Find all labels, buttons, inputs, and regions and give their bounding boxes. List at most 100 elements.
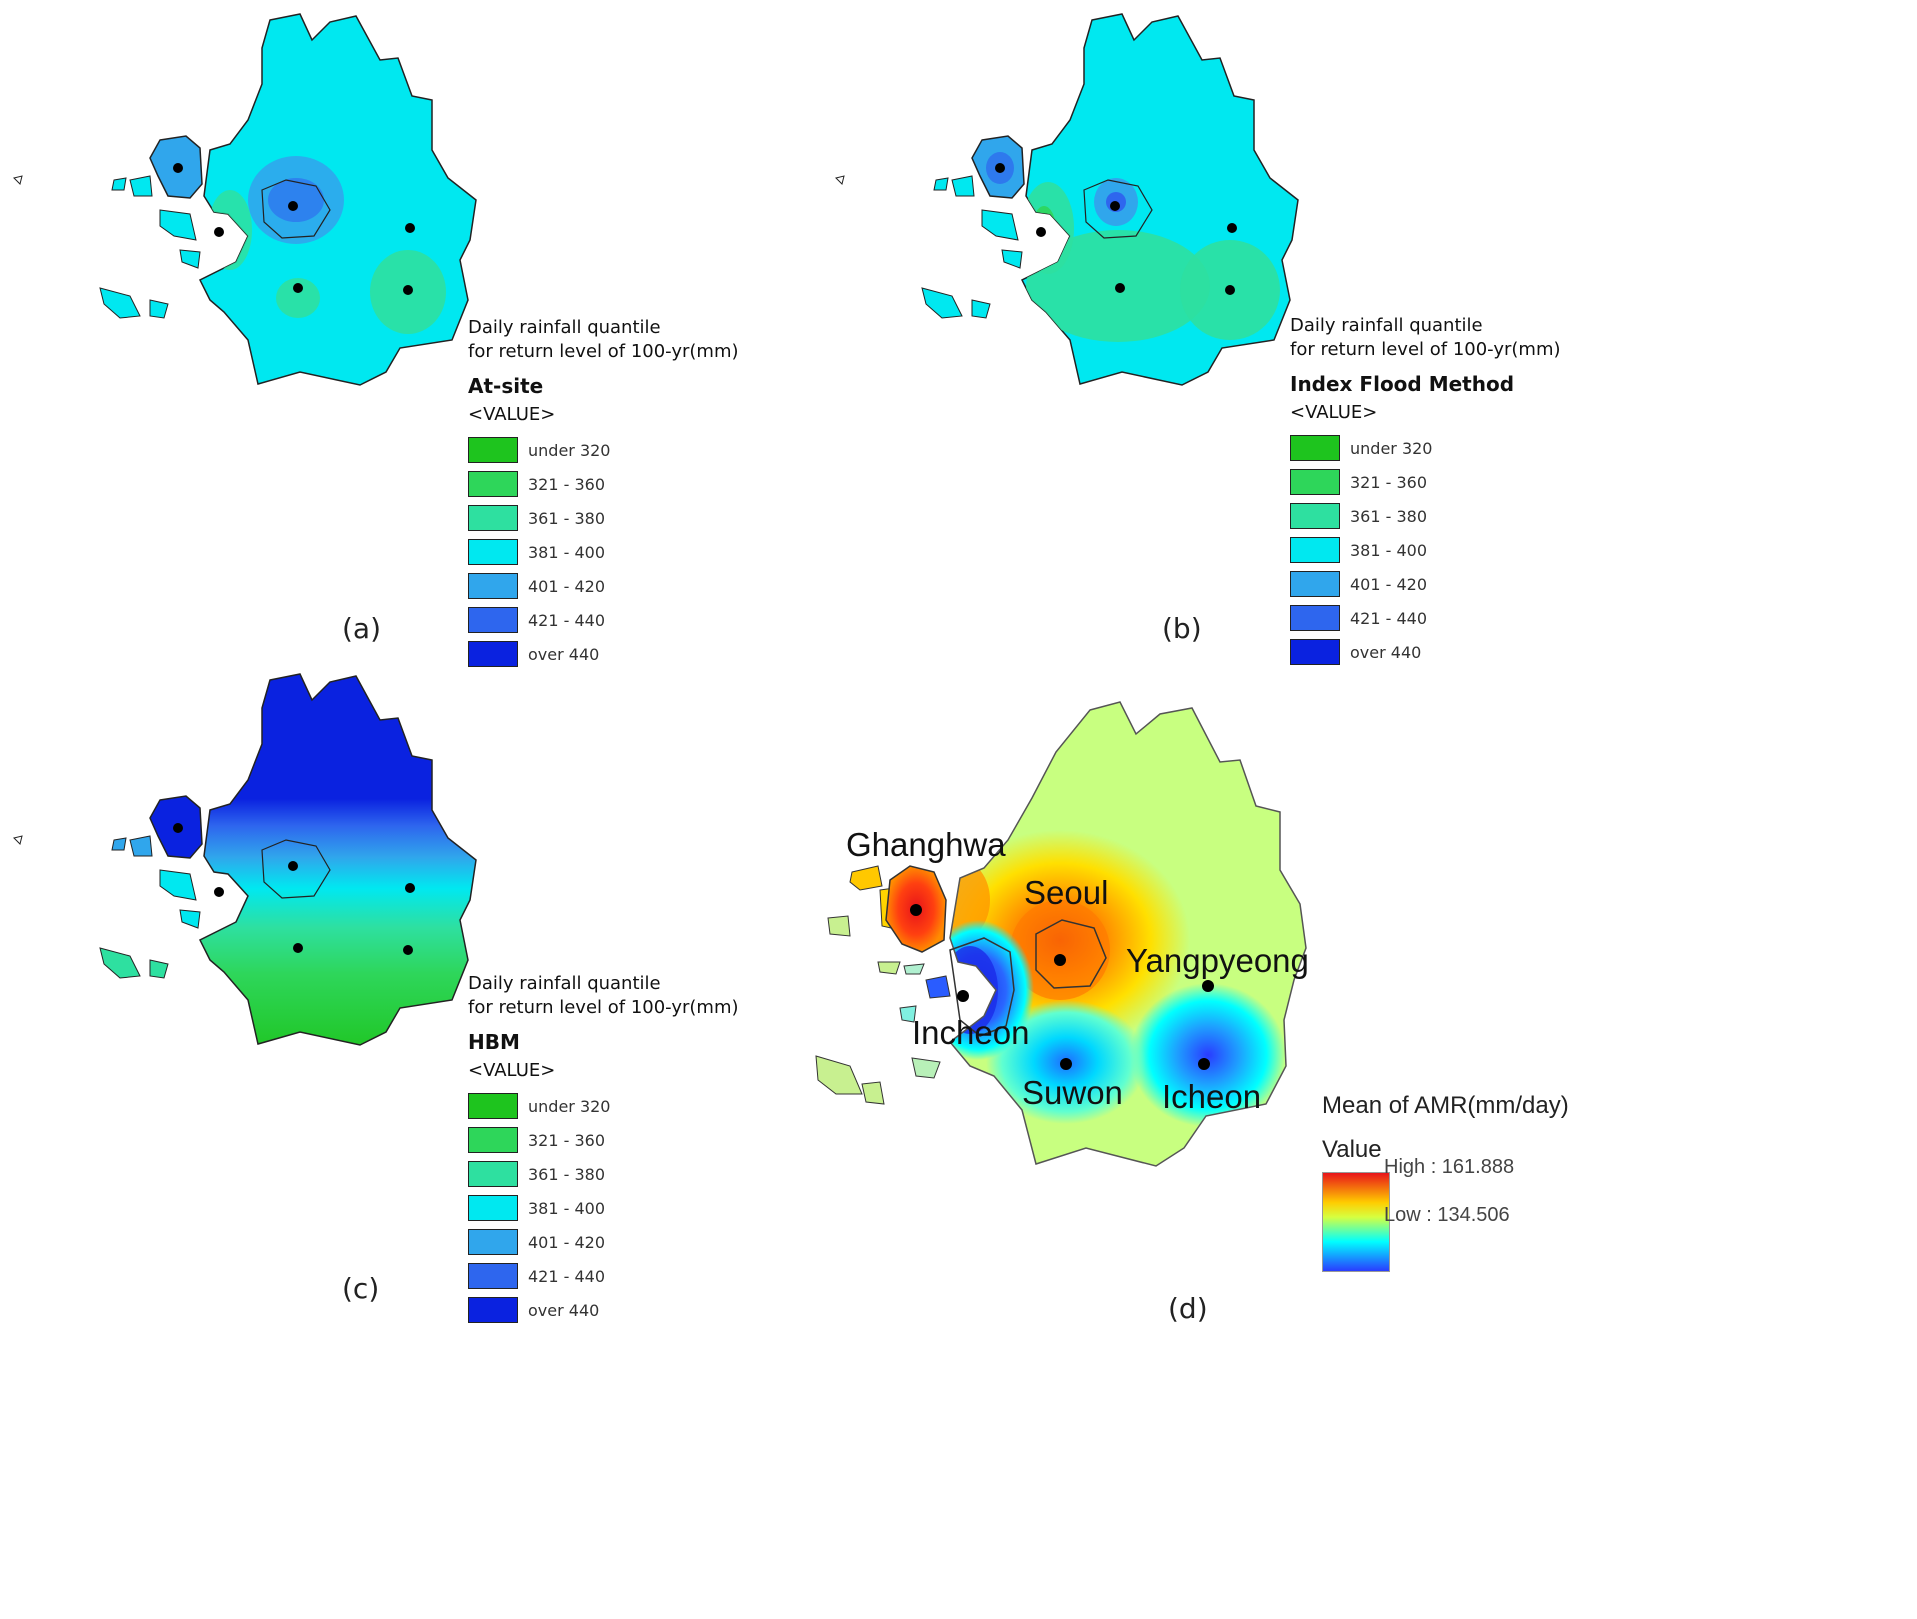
legend-title-line1: Daily rainfall quantile bbox=[468, 973, 661, 994]
legend-class-label: 421 - 440 bbox=[528, 1266, 606, 1286]
legend-class-label: 361 - 380 bbox=[1350, 506, 1428, 526]
legend-class-label: 381 - 400 bbox=[528, 1198, 606, 1218]
legend-class-row: 401 - 420 bbox=[1290, 567, 1561, 601]
legend-swatch bbox=[468, 505, 518, 531]
legend-class-row: 321 - 360 bbox=[468, 1123, 739, 1157]
value-label: <VALUE> bbox=[468, 404, 556, 425]
method-name: HBM bbox=[468, 1030, 520, 1054]
legend-swatch bbox=[468, 607, 518, 633]
legend-classes: under 320 321 - 360 361 - 380 381 - 400 401 … bbox=[1290, 431, 1561, 669]
legend-swatch bbox=[468, 641, 518, 667]
legend-class-row: 321 - 360 bbox=[468, 467, 739, 501]
map-b bbox=[835, 13, 1299, 386]
legend-classes: under 320 321 - 360 361 - 380 381 - 400 401 … bbox=[468, 433, 739, 671]
city-label-yangpyeong: Yangpyeong bbox=[1126, 942, 1309, 979]
low-label: Low : 134.506 bbox=[1384, 1204, 1510, 1226]
legend-class-row: over 440 bbox=[1290, 635, 1561, 669]
legend-class-row: 361 - 380 bbox=[468, 501, 739, 535]
method-name: At-site bbox=[468, 374, 544, 398]
stations-b bbox=[995, 163, 1237, 295]
legend-class-label: 321 - 360 bbox=[1350, 472, 1428, 492]
seoul-boundary-a bbox=[261, 179, 331, 239]
legend-swatch bbox=[468, 437, 518, 463]
legend-class-label: over 440 bbox=[1350, 642, 1422, 662]
map-d: Ghanghwa Seoul Yangpyeong Incheon Suwon … bbox=[815, 701, 1309, 1167]
legend-class-label: 421 - 440 bbox=[528, 610, 606, 630]
legend-swatch bbox=[468, 1229, 518, 1255]
legend-swatch bbox=[468, 573, 518, 599]
caption-b: (b) bbox=[1162, 612, 1202, 645]
legend-swatch bbox=[1290, 469, 1340, 495]
legend-swatch bbox=[468, 1297, 518, 1323]
legend-class-row: 381 - 400 bbox=[1290, 533, 1561, 567]
caption-c: (c) bbox=[342, 1272, 380, 1305]
legend-class-row: 381 - 400 bbox=[468, 1191, 739, 1225]
legend-class-label: 361 - 380 bbox=[528, 1164, 606, 1184]
legend-title-line1: Daily rainfall quantile bbox=[468, 317, 661, 338]
legend-b: Daily rainfall quantile for return level… bbox=[1290, 314, 1561, 669]
legend-class-row: 421 - 440 bbox=[1290, 601, 1561, 635]
value-label: <VALUE> bbox=[1290, 402, 1378, 423]
legend-class-row: 361 - 380 bbox=[1290, 499, 1561, 533]
seoul-boundary-d bbox=[1035, 919, 1107, 989]
legend-class-label: 401 - 420 bbox=[1350, 574, 1428, 594]
value-label: <VALUE> bbox=[468, 1060, 556, 1081]
value-label-d: Value bbox=[1322, 1136, 1382, 1163]
legend-class-row: under 320 bbox=[468, 433, 739, 467]
method-name: Index Flood Method bbox=[1290, 372, 1515, 396]
legend-class-row: 321 - 360 bbox=[1290, 465, 1561, 499]
legend-class-label: under 320 bbox=[1350, 438, 1433, 458]
legend-class-label: over 440 bbox=[528, 644, 600, 664]
legend-swatch bbox=[1290, 571, 1340, 597]
legend-title-line2: for return level of 100-yr(mm) bbox=[1290, 339, 1561, 360]
legend-class-row: 421 - 440 bbox=[468, 603, 739, 637]
legend-swatch bbox=[1290, 537, 1340, 563]
legend-swatch bbox=[468, 1263, 518, 1289]
legend-class-row: over 440 bbox=[468, 1293, 739, 1327]
islands-a bbox=[99, 175, 201, 319]
legend-title-d: Mean of AMR(mm/day) bbox=[1322, 1092, 1569, 1119]
caption-a: (a) bbox=[342, 612, 382, 645]
legend-classes: under 320 321 - 360 361 - 380 381 - 400 401 … bbox=[468, 1089, 739, 1327]
city-label-ghanghwa: Ghanghwa bbox=[846, 826, 1006, 863]
legend-class-label: under 320 bbox=[528, 440, 611, 460]
legend-class-row: 401 - 420 bbox=[468, 1225, 739, 1259]
legend-swatch bbox=[468, 1161, 518, 1187]
map-c bbox=[13, 673, 477, 1046]
legend-class-row: 421 - 440 bbox=[468, 1259, 739, 1293]
legend-swatch bbox=[468, 539, 518, 565]
city-label-icheon: Icheon bbox=[1162, 1078, 1261, 1115]
legend-class-row: 361 - 380 bbox=[468, 1157, 739, 1191]
caption-d: (d) bbox=[1168, 1292, 1208, 1325]
legend-swatch bbox=[1290, 605, 1340, 631]
legend-class-row: 401 - 420 bbox=[468, 569, 739, 603]
legend-swatch bbox=[1290, 503, 1340, 529]
panel-d: Ghanghwa Seoul Yangpyeong Incheon Suwon … bbox=[800, 690, 1917, 1619]
legend-class-label: 321 - 360 bbox=[528, 1130, 606, 1150]
city-label-incheon: Incheon bbox=[912, 1014, 1029, 1051]
legend-title-line2: for return level of 100-yr(mm) bbox=[468, 341, 739, 362]
legend-c: Daily rainfall quantile for return level… bbox=[468, 972, 739, 1327]
panel-a: Daily rainfall quantile for return level… bbox=[0, 0, 900, 800]
legend-class-row: under 320 bbox=[1290, 431, 1561, 465]
islands-b bbox=[921, 175, 1023, 319]
legend-class-label: 361 - 380 bbox=[528, 508, 606, 528]
legend-class-label: 321 - 360 bbox=[528, 474, 606, 494]
legend-swatch bbox=[468, 1195, 518, 1221]
legend-class-label: over 440 bbox=[528, 1300, 600, 1320]
islands-c bbox=[99, 835, 201, 979]
legend-class-label: 401 - 420 bbox=[528, 1232, 606, 1252]
legend-class-label: under 320 bbox=[528, 1096, 611, 1116]
legend-class-row: 381 - 400 bbox=[468, 535, 739, 569]
legend-title-line2: for return level of 100-yr(mm) bbox=[468, 997, 739, 1018]
legend-title-line1: Daily rainfall quantile bbox=[1290, 315, 1483, 336]
legend-swatch bbox=[1290, 435, 1340, 461]
legend-class-label: 401 - 420 bbox=[528, 576, 606, 596]
legend-swatch bbox=[1290, 639, 1340, 665]
stations-a bbox=[173, 163, 415, 295]
legend-class-label: 381 - 400 bbox=[1350, 540, 1428, 560]
legend-class-label: 421 - 440 bbox=[1350, 608, 1428, 628]
incheon-boundary-d bbox=[949, 937, 1015, 1037]
legend-swatch bbox=[468, 1093, 518, 1119]
map-a bbox=[13, 13, 477, 386]
